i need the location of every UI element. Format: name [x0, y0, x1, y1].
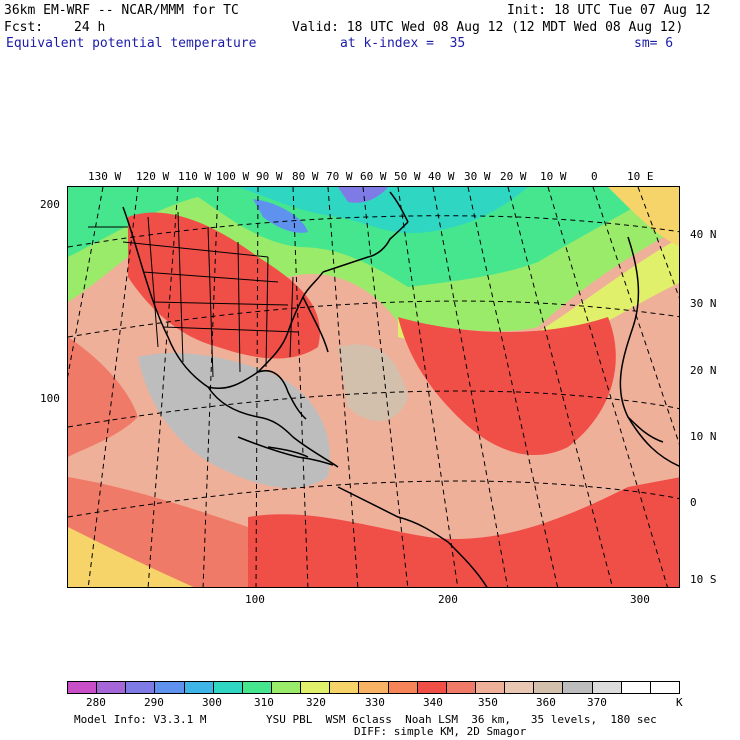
- colorbar-label: 340: [423, 696, 443, 709]
- colorbar-segment: [271, 682, 302, 693]
- model-title: 36km EM-WRF -- NCAR/MMM for TC: [4, 3, 239, 18]
- colorbar-segment: [417, 682, 447, 693]
- colorbar-segment: [184, 682, 214, 693]
- colorbar-segment: [126, 682, 156, 693]
- graticule: [68, 187, 679, 587]
- borders: [88, 211, 299, 378]
- colorbar-unit: K: [676, 696, 683, 709]
- yellow-band-sw: [68, 527, 194, 587]
- grid-label-y: 100: [40, 392, 60, 405]
- colorbar-segment: [155, 682, 185, 693]
- red-region-us: [128, 212, 320, 359]
- colorbar-segment: [592, 682, 622, 693]
- field-name: Equivalent potential temperature: [6, 36, 257, 51]
- colorbar-label: 360: [536, 696, 556, 709]
- theta-e-map: [67, 186, 680, 588]
- lon-label: 10 W: [540, 170, 567, 183]
- smoothing: sm= 6: [634, 36, 674, 51]
- colorbar-segment: [388, 682, 418, 693]
- diffusion-info: DIFF: simple KM, 2D Smagor: [354, 725, 527, 738]
- colorbar-segment: [505, 682, 535, 693]
- colorbar-segment: [621, 682, 651, 693]
- lon-label: 10 E: [627, 170, 654, 183]
- lat-label: 20 N: [690, 364, 717, 377]
- colorbar-segment: [242, 682, 272, 693]
- colorbar-segment: [563, 682, 593, 693]
- colorbar: [67, 681, 680, 694]
- coastlines: [122, 191, 679, 587]
- lon-label: 80 W: [292, 170, 319, 183]
- lon-label: 120 W: [136, 170, 170, 183]
- colorbar-segment: [650, 682, 679, 693]
- lat-label: 40 N: [690, 228, 717, 241]
- colorbar-segment: [475, 682, 506, 693]
- lon-label: 90 W: [256, 170, 283, 183]
- lat-label: 10 N: [690, 430, 717, 443]
- colorbar-segment: [97, 682, 127, 693]
- colorbar-segment: [68, 682, 98, 693]
- lat-label: 30 N: [690, 297, 717, 310]
- colorbar-segment: [446, 682, 476, 693]
- k-index: at k-index = 35: [340, 36, 466, 51]
- gray-region-gulf: [138, 352, 330, 488]
- map-canvas: [68, 187, 679, 587]
- colorbar-segment: [213, 682, 243, 693]
- lon-label: 70 W: [326, 170, 353, 183]
- physics-info: YSU PBL WSM 6class Noah LSM 36 km, 35 le…: [266, 713, 657, 726]
- tan-region: [338, 344, 408, 421]
- colorbar-label: 370: [587, 696, 607, 709]
- lon-label: 100 W: [216, 170, 250, 183]
- grid-label-y: 200: [40, 198, 60, 211]
- cyan-band: [238, 187, 528, 234]
- lon-label: 50 W: [394, 170, 421, 183]
- lon-label: 110 W: [178, 170, 212, 183]
- colorbar-label: 330: [365, 696, 385, 709]
- grid-label-x: 100: [245, 593, 265, 606]
- lon-label: 20 W: [500, 170, 527, 183]
- colorbar-segment: [359, 682, 389, 693]
- lon-label: 130 W: [88, 170, 122, 183]
- yellow-band-ne: [608, 187, 679, 247]
- forecast-hour: 24 h: [74, 20, 106, 35]
- colorbar-label: 350: [478, 696, 498, 709]
- colorbar-segment: [534, 682, 564, 693]
- lon-label: 60 W: [360, 170, 387, 183]
- forecast-label: Fcst:: [4, 20, 44, 35]
- red-plume-atlantic: [398, 317, 616, 456]
- colorbar-label: 300: [202, 696, 222, 709]
- salmon-region-west: [68, 337, 138, 457]
- lon-label: 0: [591, 170, 598, 183]
- valid-time: Valid: 18 UTC Wed 08 Aug 12 (12 MDT Wed …: [292, 20, 684, 35]
- init-time: Init: 18 UTC Tue 07 Aug 12: [507, 3, 711, 18]
- colorbar-label: 320: [306, 696, 326, 709]
- lat-label: 0: [690, 496, 697, 509]
- colorbar-label: 290: [144, 696, 164, 709]
- model-info: Model Info: V3.3.1 M: [74, 713, 207, 726]
- lat-label: 10 S: [690, 573, 717, 586]
- grid-label-x: 300: [630, 593, 650, 606]
- purple-patch: [338, 187, 388, 203]
- teal-band: [68, 187, 668, 287]
- colorbar-label: 310: [254, 696, 274, 709]
- grid-label-x: 200: [438, 593, 458, 606]
- lon-label: 40 W: [428, 170, 455, 183]
- colorbar-segment: [301, 682, 331, 693]
- colorbar-label: 280: [86, 696, 106, 709]
- lon-label: 30 W: [464, 170, 491, 183]
- colorbar-segment: [330, 682, 360, 693]
